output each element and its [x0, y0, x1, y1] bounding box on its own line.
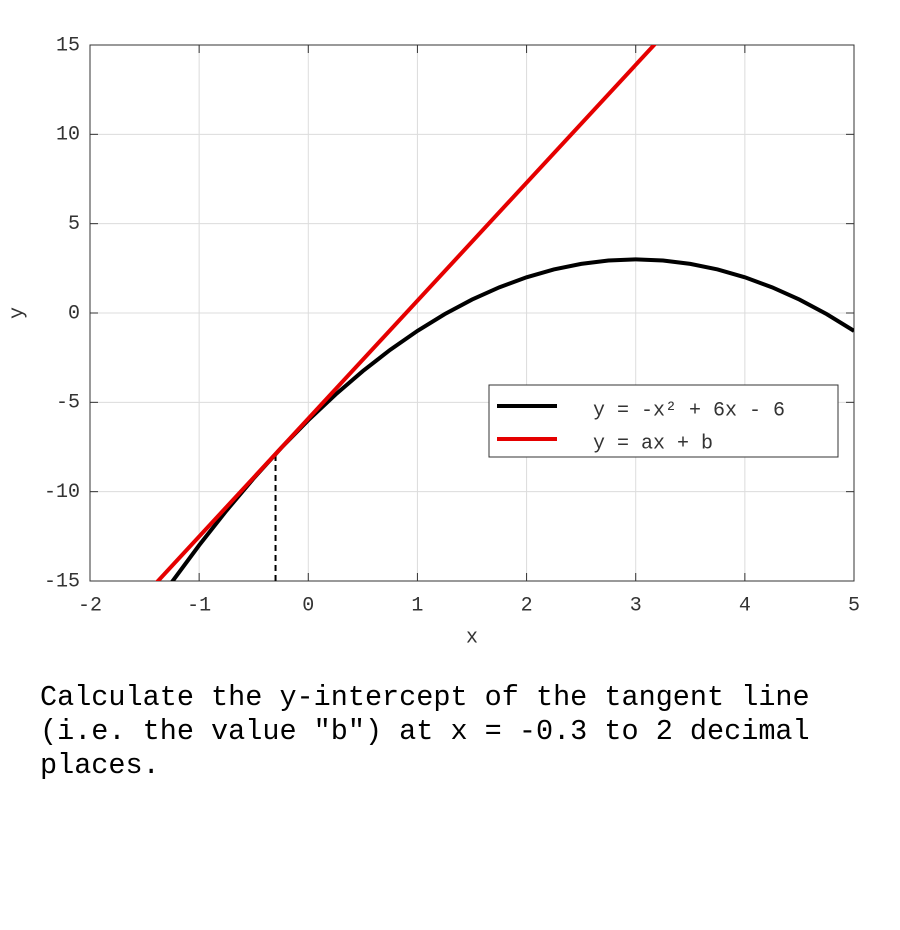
- y-tick-label: 0: [68, 302, 80, 325]
- x-axis-label: x: [466, 626, 478, 649]
- y-tick-label: -15: [44, 570, 80, 593]
- legend-label: y = -x² + 6x - 6: [593, 399, 785, 422]
- x-tick-label: 3: [630, 594, 642, 617]
- line-series: [155, 45, 657, 581]
- x-tick-label: -2: [78, 594, 102, 617]
- x-tick-label: 0: [302, 594, 314, 617]
- x-tick-label: 4: [739, 594, 751, 617]
- x-tick-label: -1: [187, 594, 211, 617]
- x-tick-label: 2: [521, 594, 533, 617]
- plot-area: [155, 45, 854, 581]
- legend-label: y = ax + b: [593, 432, 713, 455]
- y-tick-label: 5: [68, 213, 80, 236]
- y-tick-label: -10: [44, 481, 80, 504]
- plot-frame: [89, 44, 855, 582]
- y-tick-label: 15: [56, 34, 80, 57]
- y-tick-label: 10: [56, 124, 80, 147]
- x-tick-label: 5: [848, 594, 860, 617]
- legend: [488, 384, 839, 458]
- question: Calculate the y-intercept of the tangent…: [40, 681, 810, 782]
- x-tick-label: 1: [411, 594, 423, 617]
- y-axis-label: y: [6, 307, 29, 319]
- y-tick-label: -5: [56, 392, 80, 415]
